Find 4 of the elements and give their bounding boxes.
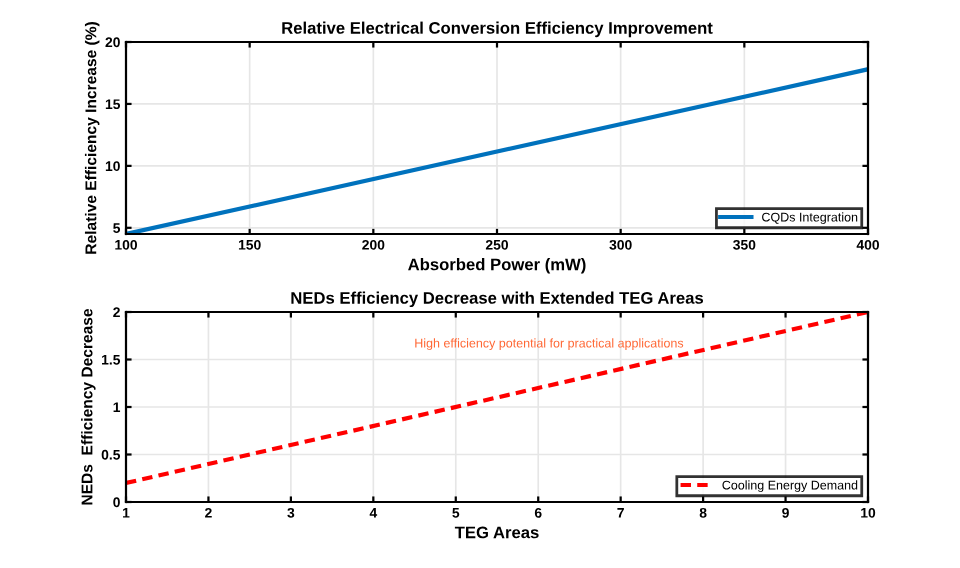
x-axis-title: Absorbed Power (mW) [408, 258, 586, 274]
chart-title: Relative Electrical Conversion Efficiency Improvement [282, 21, 713, 38]
chart-title: NEDs Efficiency Decrease with Extended TEG Areas [291, 291, 704, 308]
x-axis-title: TEG Areas [454, 526, 539, 539]
